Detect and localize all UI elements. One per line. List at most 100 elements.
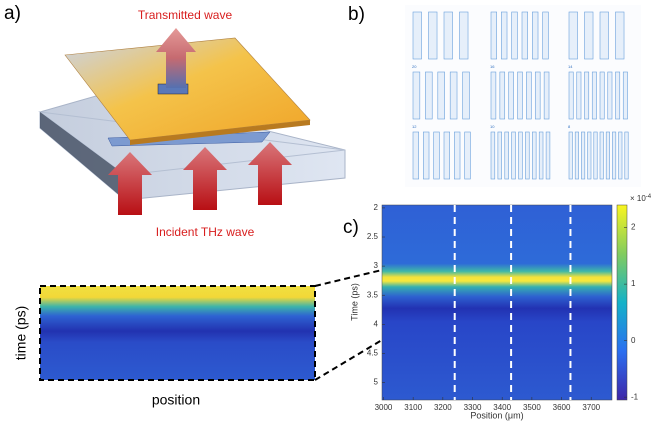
slot	[544, 72, 549, 119]
colorbar	[617, 205, 627, 400]
zoom-line	[315, 340, 382, 380]
slot	[581, 132, 584, 179]
slot	[413, 12, 422, 59]
slot	[539, 132, 543, 179]
slot	[546, 132, 550, 179]
slot	[569, 12, 578, 59]
x-tick-label: 3000	[375, 403, 393, 412]
slot	[519, 132, 523, 179]
slot	[438, 72, 445, 119]
slot	[505, 132, 509, 179]
slot	[429, 12, 438, 59]
x-tick-label: 3300	[464, 403, 482, 412]
slot	[592, 72, 596, 119]
slot	[623, 72, 627, 119]
slot	[606, 132, 609, 179]
slot	[525, 132, 529, 179]
y-tick-label: 3	[374, 261, 379, 270]
inset-map	[40, 286, 315, 380]
colorbar-tick-label: -1	[631, 392, 639, 401]
slot	[509, 72, 514, 119]
y-axis-label: Time (ps)	[349, 283, 359, 321]
slot	[569, 72, 573, 119]
x-tick-label: 3200	[434, 403, 452, 412]
slot	[450, 72, 457, 119]
x-tick-label: 3100	[404, 403, 422, 412]
scale-base: × 10	[630, 194, 646, 203]
slot	[522, 12, 528, 59]
x-tick-label: 3600	[553, 403, 571, 412]
panel-label: a)	[4, 3, 21, 24]
slot	[423, 132, 429, 179]
slot	[512, 132, 516, 179]
incident-label: Incident THz wave	[156, 225, 255, 239]
x-tick-label: 3500	[523, 403, 541, 412]
figure: a) Transmitted wave Incident THz wave ti…	[0, 0, 657, 423]
slot	[577, 72, 581, 119]
slot	[616, 12, 625, 59]
slot	[526, 72, 531, 119]
y-tick-label: 3.5	[367, 290, 379, 299]
slot	[413, 72, 420, 119]
slot	[413, 132, 419, 179]
colorbar-tick-label: 0	[631, 336, 636, 345]
slot	[625, 132, 628, 179]
group-label: 20	[412, 64, 417, 69]
slot	[512, 12, 518, 59]
colorbar-tick-label: 2	[631, 223, 636, 232]
slot	[532, 132, 536, 179]
y-tick-label: 4.5	[367, 349, 379, 358]
group-label: 12	[412, 124, 417, 129]
slot	[518, 72, 523, 119]
slot	[434, 132, 440, 179]
y-tick-label: 2	[374, 203, 379, 212]
inset-x-label: position	[152, 392, 200, 408]
slot	[454, 132, 460, 179]
slot	[600, 72, 604, 119]
x-tick-label: 3700	[582, 403, 600, 412]
slot	[600, 12, 609, 59]
y-tick-label: 5	[374, 378, 379, 387]
slot	[532, 12, 538, 59]
slot	[619, 132, 622, 179]
slot	[465, 132, 471, 179]
slot	[608, 72, 612, 119]
slot	[463, 72, 470, 119]
slot	[425, 72, 432, 119]
slot	[594, 132, 597, 179]
slot	[500, 72, 505, 119]
slot	[501, 12, 507, 59]
slot	[575, 132, 578, 179]
colorbar-tick-label: 1	[631, 279, 636, 288]
slot	[535, 72, 540, 119]
slot	[543, 12, 549, 59]
slot	[612, 132, 615, 179]
slot	[569, 132, 572, 179]
slot	[616, 72, 620, 119]
slot	[444, 12, 453, 59]
slot	[588, 132, 591, 179]
panel-label: b)	[348, 4, 365, 25]
group-label: 14	[568, 64, 573, 69]
scale-exponent: -4	[646, 194, 652, 200]
y-tick-label: 4	[374, 319, 379, 328]
group-label: 10	[490, 124, 495, 129]
slot	[491, 72, 496, 119]
slot	[491, 12, 497, 59]
x-tick-label: 3400	[493, 403, 511, 412]
slot	[498, 132, 502, 179]
slot	[460, 12, 469, 59]
colorbar-scale: × 10-4	[630, 194, 652, 204]
group-label: 16	[490, 64, 495, 69]
transmitted-label: Transmitted wave	[138, 8, 233, 22]
slot	[444, 132, 450, 179]
slot	[600, 132, 603, 179]
inset-y-label: time (ps)	[13, 306, 29, 360]
panel-label: c)	[343, 217, 359, 238]
slot	[491, 132, 495, 179]
slot	[585, 72, 589, 119]
heatmap	[382, 205, 612, 400]
slot	[585, 12, 594, 59]
y-tick-label: 2.5	[367, 232, 379, 241]
